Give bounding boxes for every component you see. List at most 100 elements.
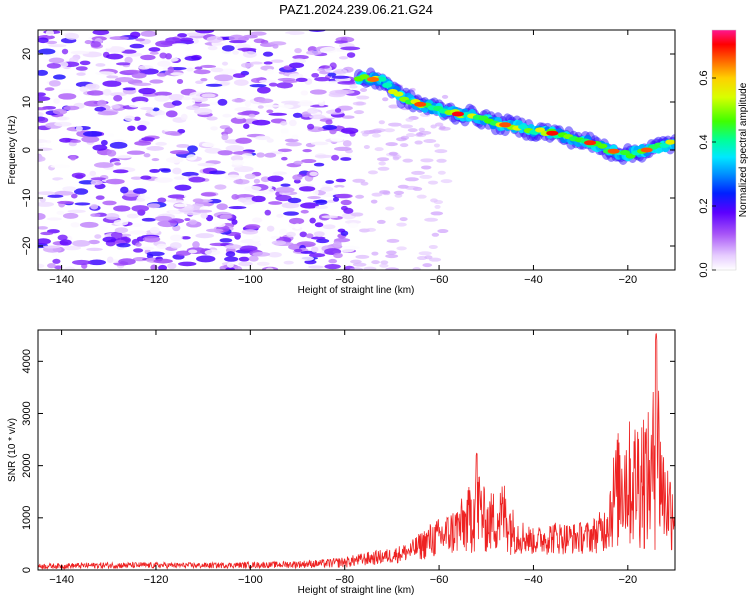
noise-cell	[213, 222, 226, 228]
noise-cell	[69, 139, 82, 144]
noise-cell	[195, 233, 215, 239]
ridge-peak	[607, 148, 620, 154]
noise-cell	[265, 267, 274, 270]
noise-cell	[280, 127, 289, 135]
noise-cell	[201, 142, 216, 148]
noise-cell	[204, 249, 221, 256]
y-tick-label: 2000	[21, 453, 33, 477]
noise-cell	[214, 184, 227, 190]
noise-cell	[434, 149, 448, 154]
noise-cell	[90, 177, 106, 181]
ridge-core	[518, 124, 529, 130]
noise-cell	[437, 170, 446, 175]
noise-cell	[180, 236, 191, 240]
y-tick-label: 1000	[21, 506, 33, 530]
noise-cell	[57, 234, 68, 241]
noise-cell	[210, 67, 224, 73]
x-tick-label: −140	[49, 574, 74, 586]
noise-cell	[90, 203, 99, 210]
noise-cell	[38, 143, 45, 147]
noise-cell	[50, 164, 71, 169]
noise-cell	[156, 243, 168, 249]
noise-cell	[155, 40, 174, 48]
noise-cell	[331, 154, 340, 161]
noise-cell	[233, 79, 249, 86]
noise-cell	[85, 83, 97, 89]
noise-cell	[74, 202, 91, 206]
noise-cell	[379, 263, 389, 268]
noise-cell	[266, 138, 274, 143]
noise-cell	[47, 263, 57, 269]
noise-cell	[133, 248, 144, 253]
noise-cell	[334, 68, 348, 75]
noise-cell	[334, 108, 342, 113]
noise-cell	[377, 166, 390, 171]
noise-cell	[149, 226, 160, 234]
noise-cell	[238, 256, 250, 262]
noise-cell	[233, 179, 250, 185]
noise-cell	[113, 219, 129, 226]
noise-cell	[276, 82, 293, 89]
noise-cell	[275, 186, 295, 193]
noise-cell	[169, 150, 190, 155]
ridge-peak	[367, 76, 380, 82]
noise-cell	[133, 116, 141, 121]
colorbar-gradient	[712, 30, 736, 270]
noise-cell	[322, 224, 336, 230]
noise-cell	[244, 173, 256, 180]
noise-cell	[225, 267, 235, 270]
noise-cell	[38, 154, 43, 162]
noise-cell	[320, 186, 334, 192]
noise-cell	[38, 112, 44, 117]
noise-cell	[133, 188, 147, 194]
noise-cell	[114, 227, 129, 234]
noise-cell	[221, 133, 229, 141]
noise-cell	[310, 246, 319, 253]
noise-cell	[136, 197, 146, 202]
noise-cell	[349, 267, 364, 270]
noise-cell	[109, 92, 127, 97]
noise-cell	[225, 251, 236, 258]
noise-cell	[267, 175, 284, 183]
noise-cell	[268, 82, 278, 87]
noise-cell	[180, 113, 188, 121]
noise-cell	[414, 140, 423, 145]
noise-cell	[239, 245, 258, 252]
noise-cell	[106, 149, 117, 157]
noise-cell	[334, 89, 355, 95]
noise-cell	[86, 247, 103, 251]
noise-cell	[63, 105, 80, 111]
y-tick-label: 0	[21, 147, 33, 153]
noise-cell	[288, 217, 305, 225]
noise-cell	[102, 88, 112, 96]
noise-cell	[315, 199, 328, 205]
noise-cell	[109, 36, 129, 41]
noise-cell	[394, 193, 403, 198]
noise-cell	[109, 141, 128, 149]
noise-cell	[149, 168, 160, 173]
noise-cell	[131, 72, 147, 79]
noise-cell	[406, 133, 416, 138]
noise-cell	[165, 157, 184, 164]
noise-cell	[244, 185, 262, 192]
noise-cell	[340, 205, 348, 211]
noise-cell	[370, 199, 378, 204]
noise-cell	[59, 239, 72, 246]
noise-cell	[288, 119, 297, 127]
ridge-core	[597, 143, 608, 149]
noise-cell	[81, 135, 100, 143]
noise-cell	[292, 54, 309, 60]
noise-cell	[396, 246, 407, 251]
noise-cell	[374, 147, 384, 152]
noise-cell	[225, 145, 245, 152]
noise-cell	[231, 193, 239, 200]
noise-cell	[86, 90, 105, 96]
noise-cell	[388, 122, 402, 127]
noise-cell	[421, 165, 432, 170]
noise-cell	[331, 75, 350, 79]
noise-cell	[298, 186, 316, 192]
noise-cell	[430, 211, 444, 216]
noise-cell	[143, 153, 151, 158]
noise-cell	[217, 98, 228, 106]
